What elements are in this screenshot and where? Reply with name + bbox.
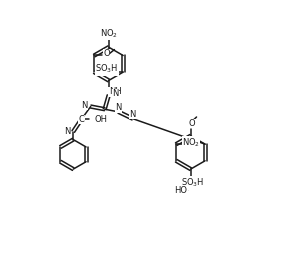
Text: NO$_2$: NO$_2$	[100, 28, 118, 40]
Text: NH: NH	[109, 87, 122, 96]
Text: O: O	[189, 119, 195, 128]
Text: O: O	[103, 49, 110, 58]
Text: C: C	[78, 115, 84, 124]
Text: N: N	[129, 110, 136, 119]
Text: OH: OH	[95, 115, 108, 124]
Text: SO$_3$H: SO$_3$H	[181, 177, 204, 189]
Text: HO: HO	[174, 185, 187, 195]
Text: NO$_2$: NO$_2$	[182, 136, 200, 149]
Text: N: N	[115, 103, 122, 112]
Text: N: N	[64, 127, 70, 136]
Text: N: N	[81, 101, 88, 110]
Text: N: N	[112, 89, 118, 98]
Text: SO$_3$H: SO$_3$H	[95, 63, 119, 75]
